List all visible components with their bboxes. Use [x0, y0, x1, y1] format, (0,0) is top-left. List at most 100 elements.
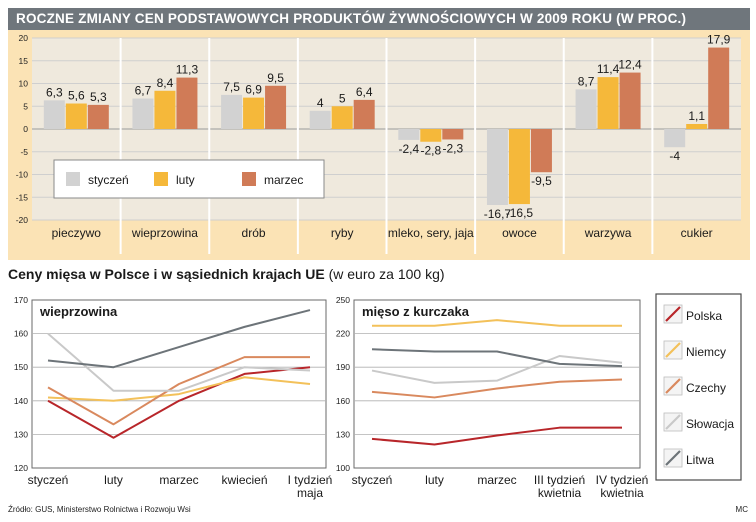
y-tick-label: 15: [19, 56, 29, 66]
bar-value-label: -2,4: [398, 142, 419, 156]
chicken-panel-title: mięso z kurczaka: [362, 304, 470, 319]
chicken-line-Niemcy: [372, 319, 622, 327]
category-label: cukier: [681, 226, 713, 240]
legend-label-Czechy: Czechy: [686, 381, 726, 395]
bar-luty: [154, 90, 176, 129]
pork-y-tick-label: 150: [14, 362, 28, 372]
legend-line-Niemcy: [665, 342, 681, 358]
bar-value-label: 6,9: [245, 83, 262, 97]
bar-luty: [508, 129, 530, 205]
chicken-y-tick-label: 250: [336, 295, 350, 305]
subtitle-units: (w euro za 100 kg): [324, 266, 445, 282]
bar-value-label: 1,1: [688, 109, 705, 123]
pork-x-tick-label: luty: [104, 473, 123, 487]
chicken-line-Litwa: [371, 348, 623, 368]
bar-marzec: [176, 77, 198, 129]
y-tick-label: 10: [19, 79, 29, 89]
legend-swatch-luty: [154, 172, 168, 186]
pork-x-tick-label: maja: [297, 486, 323, 500]
bar-marzec: [708, 47, 730, 129]
pork-y-tick-label: 130: [14, 429, 28, 439]
chicken-x-tick-label: III tydzień: [534, 473, 585, 487]
chicken-x-tick-label: IV tydzień: [596, 473, 649, 487]
bar-value-label: 8,7: [578, 74, 595, 88]
chicken-y-tick-label: 130: [336, 429, 350, 439]
legend-line-Litwa: [665, 450, 681, 466]
category-label: warzywa: [584, 226, 632, 240]
chart-title-bar: ROCZNE ZMIANY CEN PODSTAWOWYCH PRODUKTÓW…: [8, 8, 750, 30]
category-label: owoce: [502, 226, 537, 240]
pork-y-tick-label: 160: [14, 329, 28, 339]
bar-luty: [331, 106, 353, 129]
legend-line-Polska: [665, 306, 681, 322]
chicken-x-tick-label: kwietnia: [600, 486, 644, 500]
chicken-line-Polska: [371, 426, 622, 446]
legend-label-Słowacja: Słowacja: [686, 417, 734, 431]
pork-line-Czechy: [47, 356, 310, 426]
y-tick-label: -5: [20, 147, 28, 157]
bar-styczeń: [221, 94, 243, 129]
legend-swatch-styczeń: [66, 172, 80, 186]
bar-luty: [420, 129, 442, 142]
bar-value-label: 5,6: [68, 89, 85, 103]
bar-marzec: [530, 129, 552, 173]
chicken-x-tick-label: luty: [425, 473, 444, 487]
pork-x-tick-label: styczeń: [28, 473, 69, 487]
category-label: ryby: [331, 226, 354, 240]
legend-line-Czechy: [665, 378, 681, 394]
bar-value-label: 6,7: [135, 84, 152, 98]
legend-label-styczeń: styczeń: [88, 173, 129, 187]
bar-value-label: 6,4: [356, 85, 373, 99]
bar-value-label: 6,3: [46, 85, 63, 99]
bar-value-label: 5,3: [90, 90, 107, 104]
chicken-x-tick-label: marzec: [477, 473, 516, 487]
bar-value-label: -2,3: [442, 141, 463, 155]
chicken-y-tick-label: 220: [336, 329, 350, 339]
bar-marzec: [87, 104, 109, 129]
price-change-bar-chart: 20 15 10 5 0 -5 -10 -15 -20 6,3 5,6 5,3 pieczywo 6,7 8…: [8, 30, 750, 260]
y-tick-label: -10: [16, 170, 29, 180]
pork-y-tick-label: 140: [14, 396, 28, 406]
bar-value-label: 7,5: [223, 80, 240, 94]
chicken-x-tick-label: styczeń: [352, 473, 393, 487]
legend-label-Niemcy: Niemcy: [686, 345, 726, 359]
bar-value-label: 11,3: [176, 63, 199, 77]
chicken-line-Czechy: [371, 378, 623, 399]
subtitle-bold: Ceny mięsa w Polsce i w sąsiednich kraja…: [8, 266, 325, 282]
chicken-line-Słowacja: [371, 355, 623, 384]
bar-styczeń: [398, 129, 420, 140]
category-label: pieczywo: [52, 226, 102, 240]
legend-label-luty: luty: [176, 173, 195, 187]
bar-marzec: [442, 129, 464, 140]
source-note: Źródło: GUS, Ministerstwo Rolnictwa i Ro…: [8, 505, 191, 514]
bar-value-label: 12,4: [618, 58, 642, 72]
pork-line-Polska: [47, 366, 311, 439]
bar-value-label: -16,5: [506, 206, 534, 220]
bar-marzec: [265, 85, 287, 129]
bar-styczeń: [664, 129, 686, 148]
chicken-plot-area: [353, 299, 641, 469]
legend-label-marzec: marzec: [264, 173, 303, 187]
bar-value-label: -4: [669, 149, 680, 163]
pork-x-tick-label: I tydzień: [288, 473, 333, 487]
chicken-y-tick-label: 190: [336, 362, 350, 372]
bar-value-label: 9,5: [267, 71, 284, 85]
bar-luty: [65, 103, 87, 129]
legend-line-Słowacja: [665, 414, 681, 430]
pork-line-Słowacja: [47, 332, 311, 392]
bar-value-label: -2,8: [420, 144, 441, 158]
bar-legend-box: [53, 159, 325, 199]
pork-panel-title: wieprzowina: [39, 304, 118, 319]
pork-y-tick-label: 170: [14, 295, 28, 305]
bar-value-label: -9,5: [531, 174, 552, 188]
bar-styczeń: [309, 110, 331, 129]
y-tick-label: 5: [23, 101, 28, 111]
category-label: mleko, sery, jaja: [388, 226, 474, 240]
bar-styczeń: [486, 129, 508, 205]
legend-label-Polska: Polska: [686, 309, 722, 323]
category-label: drób: [242, 226, 266, 240]
legend-label-Litwa: Litwa: [686, 453, 714, 467]
bar-value-label: 4: [317, 96, 324, 110]
bar-value-label: 8,4: [157, 76, 174, 90]
bar-value-label: 5: [339, 91, 346, 105]
